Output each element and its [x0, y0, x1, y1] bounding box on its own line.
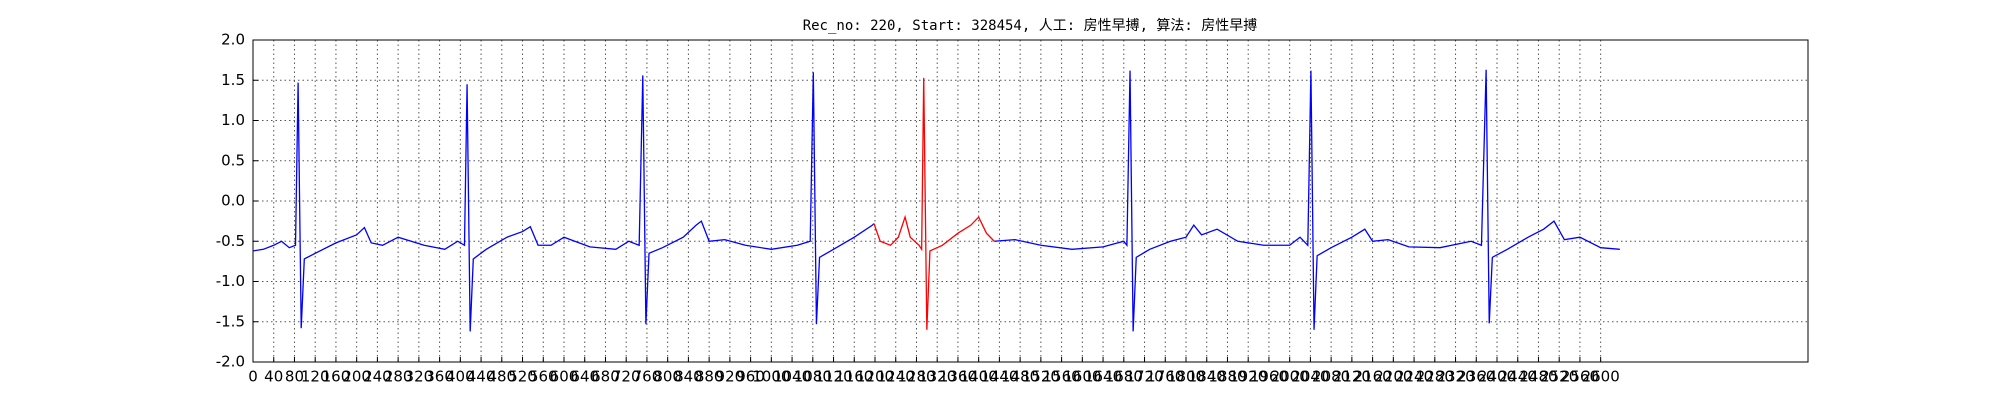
- x-tick-label: 880: [695, 368, 724, 386]
- x-tick-label: 2600: [1582, 368, 1620, 386]
- x-tick-label: 2320: [1436, 368, 1474, 386]
- plot-frame: [252, 39, 1809, 363]
- x-tick-label: 1920: [1229, 368, 1267, 386]
- x-tick-label: 120: [301, 368, 330, 386]
- x-tick-label: 1560: [1043, 368, 1081, 386]
- x-tick-label: 1800: [1167, 368, 1205, 386]
- x-tick-label: 2480: [1519, 368, 1557, 386]
- x-tick-label: 680: [591, 368, 620, 386]
- x-tick-label: 960: [736, 368, 765, 386]
- x-tick-label: 2160: [1354, 368, 1392, 386]
- y-tick-label: 2.0: [221, 31, 245, 49]
- x-tick-label: 1040: [773, 368, 811, 386]
- x-tick-label: 1640: [1084, 368, 1122, 386]
- x-tick-label: 560: [529, 368, 558, 386]
- x-tick-label: 2240: [1395, 368, 1433, 386]
- x-tick-label: 80: [285, 368, 304, 386]
- x-tick-label: 1320: [918, 368, 956, 386]
- x-tick-label: 840: [674, 368, 703, 386]
- x-tick-label: 320: [405, 368, 434, 386]
- x-tick-label: 2520: [1540, 368, 1578, 386]
- x-tick-label: 1440: [980, 368, 1018, 386]
- x-tick-label: 1480: [1001, 368, 1039, 386]
- x-tick-label: 1240: [877, 368, 915, 386]
- x-tick-label: 2120: [1333, 368, 1371, 386]
- x-tick-label: 40: [264, 368, 283, 386]
- y-tick-label: -0.5: [216, 232, 245, 250]
- x-tick-label: 1400: [960, 368, 998, 386]
- x-tick-label: 2280: [1416, 368, 1454, 386]
- x-tick-label: 1360: [939, 368, 977, 386]
- x-tick-label: 400: [446, 368, 475, 386]
- x-tick-label: 520: [508, 368, 537, 386]
- x-tick-label: 1880: [1208, 368, 1246, 386]
- x-tick-label: 1840: [1188, 368, 1226, 386]
- ecg-line: [873, 77, 995, 330]
- x-tick-label: 480: [487, 368, 516, 386]
- y-tick-label: 1.0: [221, 111, 245, 129]
- y-tick-label: 0.0: [221, 192, 245, 210]
- x-tick-label: 600: [550, 368, 579, 386]
- y-tick-label: -1.5: [216, 312, 245, 330]
- x-tick-label: 2200: [1374, 368, 1412, 386]
- x-tick-label: 1200: [856, 368, 894, 386]
- x-tick-label: 2000: [1271, 368, 1309, 386]
- x-tick-label: 1120: [814, 368, 852, 386]
- ecg-line: [252, 69, 1620, 332]
- x-tick-label: 200: [342, 368, 371, 386]
- x-tick-label: 760: [633, 368, 662, 386]
- x-tick-label: 720: [612, 368, 641, 386]
- y-tick-label: -2.0: [216, 353, 245, 371]
- x-tick-label: 1000: [752, 368, 790, 386]
- x-tick-label: 640: [570, 368, 599, 386]
- chart-title: Rec_no: 220, Start: 328454, 人工: 房性早搏, 算法…: [803, 17, 1258, 34]
- x-tick-label: 2400: [1478, 368, 1516, 386]
- x-tick-label: 440: [467, 368, 496, 386]
- x-tick-label: 360: [425, 368, 454, 386]
- x-tick-label: 1760: [1146, 368, 1184, 386]
- x-tick-label: 1960: [1250, 368, 1288, 386]
- x-tick-label: 1720: [1125, 368, 1163, 386]
- x-tick-label: 240: [363, 368, 392, 386]
- x-tick-label: 0: [248, 368, 258, 386]
- x-tick-label: 1280: [897, 368, 935, 386]
- x-tick-label: 1680: [1105, 368, 1143, 386]
- y-tick-label: -1.0: [216, 272, 245, 290]
- x-tick-label: 1600: [1063, 368, 1101, 386]
- x-tick-label: 2560: [1561, 368, 1599, 386]
- x-tick-label: 1520: [1022, 368, 1060, 386]
- x-tick-label: 280: [384, 368, 413, 386]
- x-tick-label: 2360: [1457, 368, 1495, 386]
- x-tick-label: 920: [716, 368, 745, 386]
- y-tick-label: 0.5: [221, 151, 245, 169]
- x-tick-label: 800: [653, 368, 682, 386]
- x-tick-label: 1160: [835, 368, 873, 386]
- x-tick-label: 2440: [1499, 368, 1537, 386]
- x-tick-label: 1080: [794, 368, 832, 386]
- x-tick-label: 160: [322, 368, 351, 386]
- x-tick-label: 2040: [1291, 368, 1329, 386]
- y-tick-label: 1.5: [221, 71, 245, 89]
- x-tick-label: 2080: [1312, 368, 1350, 386]
